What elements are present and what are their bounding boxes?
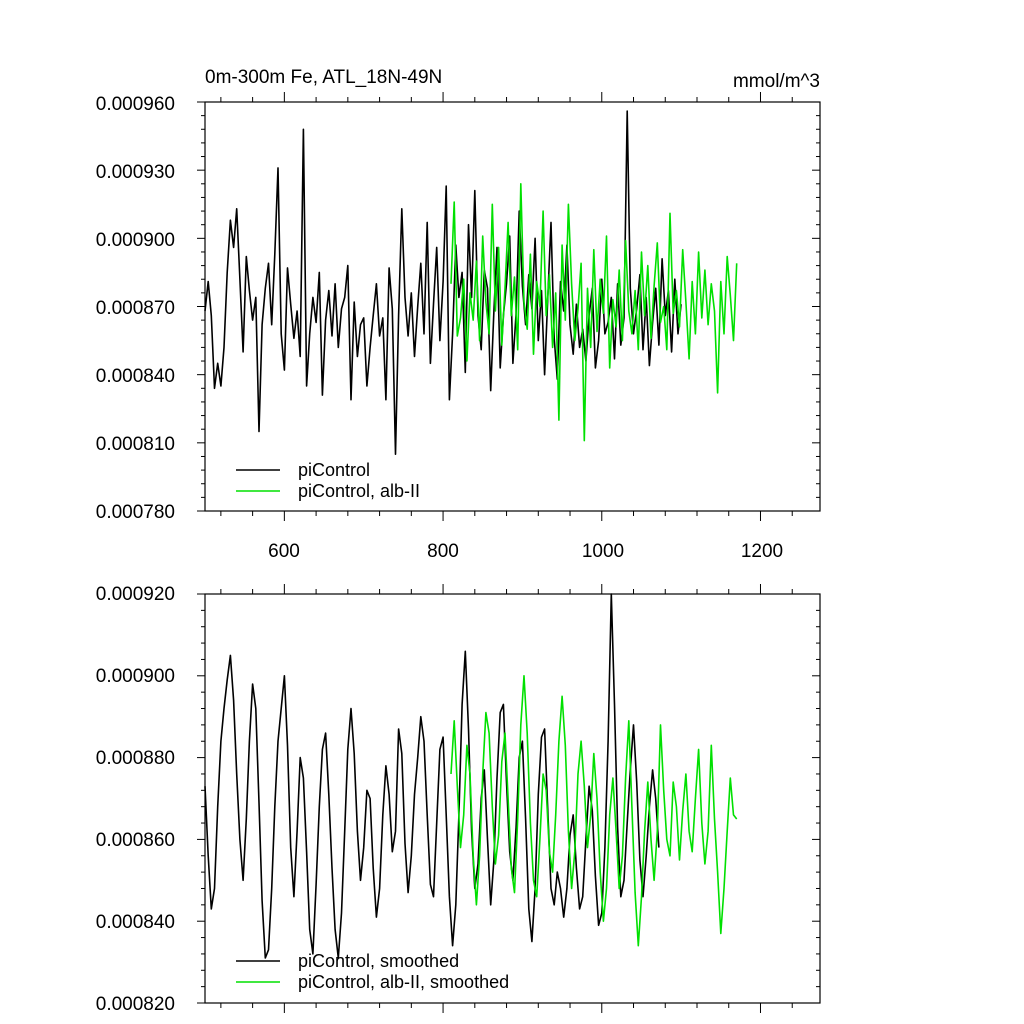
axis-ticks — [197, 92, 820, 521]
x-tick-label: 800 — [427, 541, 459, 562]
series-line-picontrol-smoothed — [204, 593, 660, 959]
y-tick-label: 0.000960 — [96, 94, 175, 115]
series-line-picontrol — [204, 110, 682, 456]
y-tick-label: 0.000930 — [96, 162, 175, 183]
y-tick-label: 0.000880 — [96, 748, 175, 769]
series-line-picontrol-alb-ii-smoothed — [450, 674, 738, 947]
top-panel: 0m-300m Fe, ATL_18N-49N mmol/m^3 0.00078… — [96, 67, 821, 562]
y-tick-label: 0.000820 — [96, 994, 175, 1015]
x-tick-label: 1200 — [741, 541, 783, 562]
plot-frame — [204, 593, 821, 1004]
units-label: mmol/m^3 — [733, 71, 820, 92]
bottom-panel: 0.000820 0.000840 0.000860 0.000880 0.00… — [96, 584, 821, 1015]
y-tick-label: 0.000810 — [96, 434, 175, 455]
x-tick-label: 1000 — [582, 541, 624, 562]
y-tick-label: 0.000840 — [96, 366, 175, 387]
y-tick-labels: 0.000780 0.000810 0.000840 0.000870 0.00… — [96, 94, 175, 523]
series-line-picontrol-alb-ii — [450, 183, 738, 442]
legend-label: piControl, smoothed — [298, 951, 459, 971]
y-tick-label: 0.000870 — [96, 298, 175, 319]
y-tick-label: 0.000860 — [96, 830, 175, 851]
y-tick-label: 0.000780 — [96, 502, 175, 523]
y-tick-label: 0.000920 — [96, 584, 175, 605]
legend: piControl piControl, alb-II — [236, 460, 420, 501]
legend-label: piControl, alb-II — [298, 481, 420, 501]
axis-ticks — [197, 584, 820, 1013]
y-tick-labels: 0.000820 0.000840 0.000860 0.000880 0.00… — [96, 584, 175, 1015]
x-tick-labels: 600 800 1000 1200 — [268, 541, 783, 562]
series-group — [204, 593, 738, 959]
x-tick-label: 600 — [268, 541, 300, 562]
y-tick-label: 0.000900 — [96, 666, 175, 687]
legend: piControl, smoothed piControl, alb-II, s… — [236, 951, 509, 992]
legend-label: piControl, alb-II, smoothed — [298, 972, 509, 992]
legend-label: piControl — [298, 460, 370, 480]
y-tick-label: 0.000900 — [96, 230, 175, 251]
chart-title: 0m-300m Fe, ATL_18N-49N — [205, 67, 442, 88]
series-group — [204, 110, 738, 456]
y-tick-label: 0.000840 — [96, 912, 175, 933]
